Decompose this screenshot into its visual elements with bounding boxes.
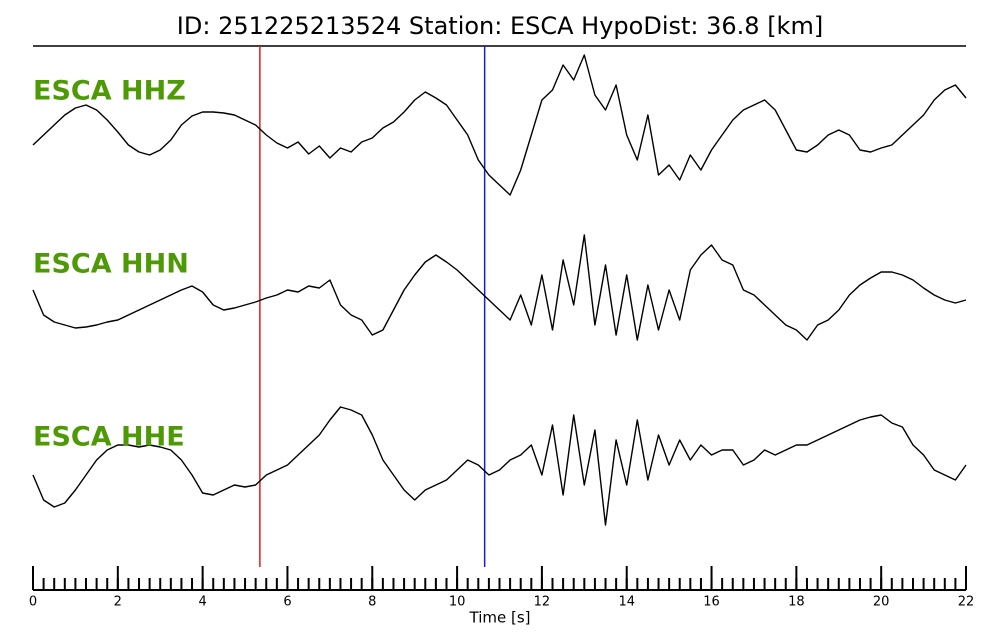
x-tick-label: 10	[449, 595, 466, 610]
waveform	[32, 406, 967, 526]
chart-title: ID: 251225213524 Station: ESCA HypoDist:…	[177, 12, 823, 40]
x-tick-label: 20	[873, 595, 890, 610]
waveform	[32, 54, 967, 196]
x-tick-label: 14	[618, 595, 635, 610]
x-tick-label: 16	[703, 595, 720, 610]
x-tick-label: 0	[29, 595, 37, 610]
trace-label: ESCA HHE	[33, 422, 185, 453]
x-axis-label: Time [s]	[469, 609, 531, 627]
trace-label: ESCA HHN	[33, 249, 189, 280]
waveform	[32, 234, 967, 341]
x-tick-label: 12	[534, 595, 551, 610]
x-tick-label: 4	[198, 595, 206, 610]
trace-label: ESCA HHZ	[33, 76, 186, 107]
x-tick-label: 6	[283, 595, 291, 610]
x-tick-label: 8	[368, 595, 376, 610]
x-tick-label: 18	[788, 595, 805, 610]
x-tick-label: 2	[114, 595, 122, 610]
x-tick-label: 22	[958, 595, 975, 610]
